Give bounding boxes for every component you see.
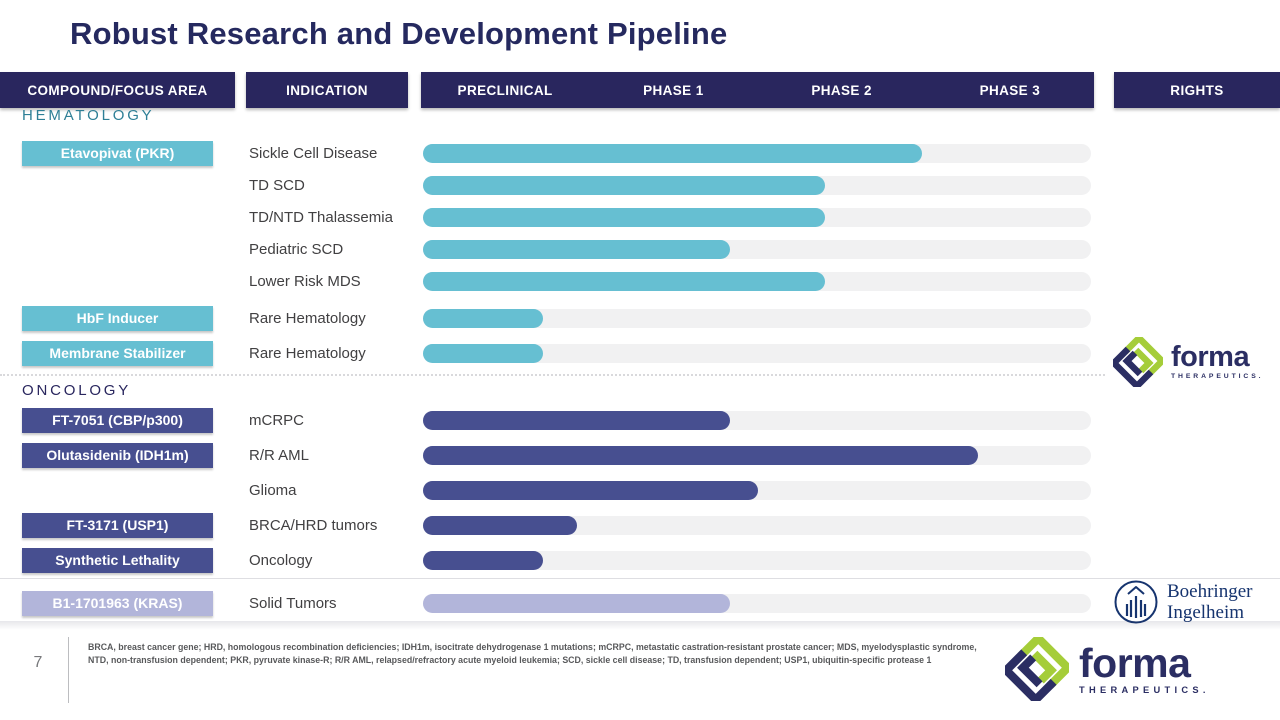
pipeline-row: Etavopivat (PKR) Sickle Cell Disease: [0, 137, 1100, 169]
partnered-rows: B1-1701963 (KRAS) Solid Tumors: [0, 586, 1100, 621]
column-header-phase2: PHASE 2: [811, 82, 872, 98]
section-label-oncology: ONCOLOGY: [22, 382, 132, 399]
pipeline-bar-fill: [423, 309, 544, 328]
pipeline-row: HbF Inducer Rare Hematology: [0, 301, 1100, 336]
pipeline-bar-fill: [423, 207, 826, 227]
pipeline-bar-track: [423, 481, 1091, 500]
pipeline-bar-fill: [423, 551, 544, 570]
forma-wordmark: forma: [1079, 639, 1191, 686]
compound-badge: FT-3171 (USP1): [22, 513, 213, 538]
indication-label: Sickle Cell Disease: [249, 144, 378, 162]
compound-badge: B1-1701963 (KRAS): [22, 591, 213, 616]
pipeline-row: TD SCD: [0, 169, 1100, 201]
oncology-rows: FT-7051 (CBP/p300) mCRPC Olutasidenib (I…: [0, 403, 1100, 578]
column-header-rights: RIGHTS: [1114, 72, 1280, 108]
column-header-phases: PRECLINICAL PHASE 1 PHASE 2 PHASE 3: [421, 72, 1094, 108]
hematology-rows: Etavopivat (PKR) Sickle Cell Disease TD …: [0, 137, 1100, 371]
compound-badge: FT-7051 (CBP/p300): [22, 408, 213, 433]
forma-logo-icon: [1113, 337, 1163, 387]
pipeline-bar-fill: [423, 481, 758, 500]
pipeline-bar-fill: [423, 594, 731, 613]
pipeline-row: Olutasidenib (IDH1m) R/R AML: [0, 438, 1100, 473]
pipeline-bar-track: [423, 271, 1091, 291]
pipeline-bar-track: [423, 446, 1091, 465]
pipeline-bar-fill: [423, 143, 922, 163]
column-header-phase3: PHASE 3: [979, 82, 1041, 98]
pipeline-bar-track: [423, 309, 1091, 328]
pipeline-bar-track: [423, 143, 1091, 163]
indication-label: R/R AML: [249, 447, 310, 464]
pipeline-bar-fill: [423, 271, 826, 291]
forma-tagline: THERAPEUTICS.: [1171, 373, 1264, 380]
pipeline-row: Pediatric SCD: [0, 233, 1100, 265]
column-header-compound: COMPOUND/FOCUS AREA: [0, 72, 235, 108]
pipeline-row: Synthetic Lethality Oncology: [0, 543, 1100, 578]
page-number: 7: [33, 654, 43, 671]
indication-label: mCRPC: [249, 412, 304, 429]
column-header-phase1: PHASE 1: [643, 82, 704, 98]
page-title: Robust Research and Development Pipeline: [70, 16, 728, 51]
pipeline-bar-track: [423, 551, 1091, 570]
footnote: BRCA, breast cancer gene; HRD, homologou…: [88, 641, 988, 667]
compound-badge: HbF Inducer: [22, 306, 213, 331]
indication-label: TD SCD: [249, 176, 305, 194]
pipeline-row: FT-7051 (CBP/p300) mCRPC: [0, 403, 1100, 438]
indication-label: Solid Tumors: [249, 595, 337, 612]
indication-label: BRCA/HRD tumors: [249, 517, 378, 534]
forma-therapeutics-logo: forma THERAPEUTICS.: [1005, 637, 1210, 701]
indication-label: Rare Hematology: [249, 345, 366, 362]
boehringer-logo-icon: [1114, 580, 1158, 624]
indication-label: Lower Risk MDS: [249, 272, 361, 290]
forma-logo-icon: [1005, 637, 1069, 701]
boehringer-text-line2: Ingelheim: [1167, 602, 1245, 623]
pipeline-bar-fill: [423, 411, 731, 430]
pipeline-row: Membrane Stabilizer Rare Hematology: [0, 336, 1100, 371]
boehringer-ingelheim-logo: Boehringer Ingelheim: [1113, 579, 1252, 625]
pipeline-row: Glioma: [0, 473, 1100, 508]
column-header-preclinical: PRECLINICAL: [457, 82, 553, 98]
content-bottom-shadow: [0, 621, 1280, 630]
partnered-divider: [0, 578, 1280, 579]
pipeline-row: TD/NTD Thalassemia: [0, 201, 1100, 233]
indication-label: Pediatric SCD: [249, 240, 344, 258]
column-header-indication: INDICATION: [246, 72, 408, 108]
indication-label: TD/NTD Thalassemia: [249, 208, 393, 226]
pipeline-bar-track: [423, 516, 1091, 535]
pipeline-bar-track: [423, 344, 1091, 363]
pipeline-bar-fill: [423, 344, 544, 363]
pipeline-row: Lower Risk MDS: [0, 265, 1100, 297]
pipeline-bar-fill: [423, 446, 979, 465]
pipeline-bar-fill: [423, 516, 577, 535]
pipeline-bar-fill: [423, 175, 826, 195]
footnote-line: NTD, non-transfusion dependent; PKR, pyr…: [88, 655, 932, 665]
pipeline-row: FT-3171 (USP1) BRCA/HRD tumors: [0, 508, 1100, 543]
compound-badge: Synthetic Lethality: [22, 548, 213, 573]
pipeline-bar-track: [423, 239, 1091, 259]
compound-badge: Membrane Stabilizer: [22, 341, 213, 366]
indication-label: Glioma: [249, 482, 297, 499]
pipeline-bar-track: [423, 594, 1091, 613]
compound-badge: Olutasidenib (IDH1m): [22, 443, 213, 468]
forma-therapeutics-logo: forma THERAPEUTICS.: [1113, 337, 1263, 387]
pipeline-row: B1-1701963 (KRAS) Solid Tumors: [0, 586, 1100, 621]
pipeline-bar-track: [423, 175, 1091, 195]
indication-label: Oncology: [249, 552, 313, 569]
footer-divider: [68, 637, 69, 703]
forma-wordmark: forma: [1171, 341, 1250, 373]
pipeline-bar-track: [423, 207, 1091, 227]
pipeline-bar-track: [423, 411, 1091, 430]
section-divider: [0, 374, 1105, 376]
boehringer-text-line1: Boehringer: [1167, 581, 1253, 602]
indication-label: Rare Hematology: [249, 310, 366, 327]
section-label-hematology: HEMATOLOGY: [22, 107, 155, 124]
forma-tagline: THERAPEUTICS.: [1079, 684, 1210, 695]
footnote-line: BRCA, breast cancer gene; HRD, homologou…: [88, 642, 977, 652]
pipeline-bar-fill: [423, 239, 731, 259]
compound-badge: Etavopivat (PKR): [22, 140, 213, 166]
